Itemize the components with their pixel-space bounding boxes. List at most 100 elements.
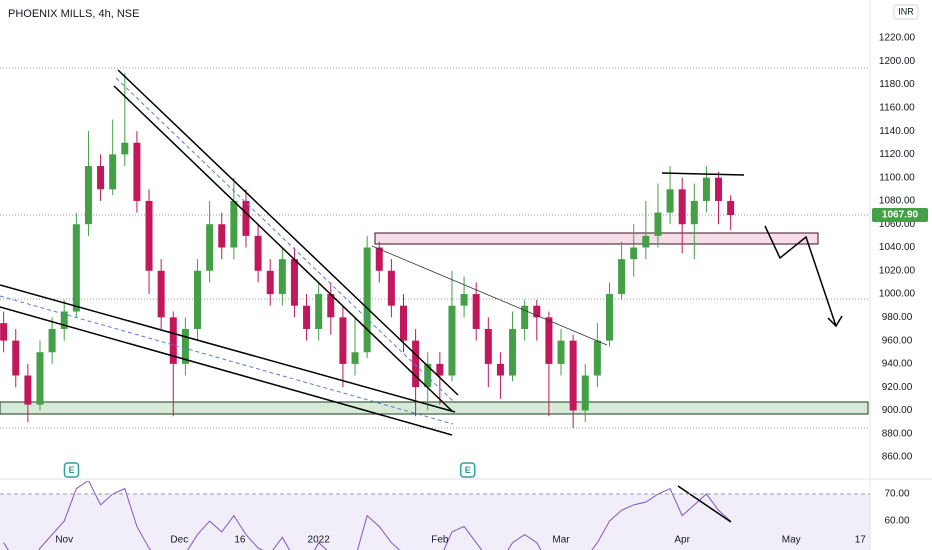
y-tick-label: 1220.00 [879, 33, 916, 44]
y-tick-label: 940.00 [882, 359, 913, 370]
candle-body [521, 305, 529, 329]
candle-body [472, 294, 480, 329]
y-tick-label: 1040.00 [879, 242, 916, 253]
candle-body [0, 323, 8, 341]
candle-body [169, 317, 177, 364]
candle-body [630, 247, 638, 260]
y-tick-label: 1180.00 [879, 79, 915, 90]
y-tick-label: 1080.00 [879, 196, 916, 207]
candle-body [121, 142, 129, 155]
candle-body [424, 363, 432, 388]
support-zone [0, 401, 869, 415]
candle-body [218, 224, 226, 248]
candle-body [484, 328, 492, 364]
candle-body [654, 212, 662, 236]
candle-body [278, 259, 286, 295]
candle-body [12, 340, 20, 376]
candle-body [24, 375, 32, 405]
candle-body [593, 340, 601, 376]
y-tick-label: 1020.00 [879, 265, 916, 276]
chart-title: PHOENIX MILLS, 4h, NSE [8, 8, 139, 20]
y-tick-label: 900.00 [882, 405, 913, 416]
candle-body [206, 224, 214, 271]
candle-body [690, 200, 698, 225]
candle-body [496, 363, 504, 376]
last-price-label: 1067.90 [882, 210, 919, 221]
candle-body [715, 177, 723, 201]
rsi-tick-label: 70.00 [884, 489, 909, 500]
candle-body [509, 328, 517, 376]
candle-body [666, 189, 674, 213]
y-tick-label: 1060.00 [879, 219, 916, 230]
candle-body [363, 247, 371, 353]
candle-body [290, 259, 298, 306]
x-tick-label: May [782, 535, 801, 546]
candle-body [266, 270, 274, 295]
y-tick-label: 1100.00 [879, 172, 915, 183]
x-tick-label: Feb [431, 535, 449, 546]
candle-body [254, 235, 262, 271]
candle-body [36, 352, 44, 405]
candle-body [618, 259, 626, 295]
event-marker [63, 462, 80, 478]
horizontal-levels [0, 67, 870, 429]
y-tick-label: 920.00 [882, 382, 913, 393]
y-tick-label: 1160.00 [879, 102, 915, 113]
x-tick-label: 17 [855, 535, 867, 546]
event-label: E [465, 465, 471, 475]
candle-body [351, 352, 359, 364]
rsi-pane [3, 481, 731, 550]
rsi-tick-label: 60.00 [884, 516, 909, 527]
y-tick-label: 980.00 [882, 312, 913, 323]
x-tick-label: 2022 [308, 535, 331, 546]
currency: INR [898, 6, 914, 16]
candle-body [545, 317, 553, 364]
candle-body [303, 305, 311, 329]
drawings [0, 69, 843, 436]
y-tick-label: 1000.00 [879, 289, 916, 300]
candle-body [133, 142, 141, 201]
candle-body [557, 340, 565, 364]
currency-box [893, 4, 919, 20]
candle-body [109, 154, 117, 190]
candle-body [230, 200, 238, 248]
candle-body [702, 177, 710, 201]
y-tick-label: 1120.00 [879, 149, 915, 160]
candle-body [339, 317, 347, 364]
y-tick-label: 1140.00 [879, 126, 915, 137]
candle-body [315, 294, 323, 329]
x-tick-label: Dec [170, 535, 188, 546]
candle-body [642, 235, 650, 248]
candle-body [327, 294, 335, 318]
last-price-box [872, 208, 928, 223]
y-tick-label: 860.00 [882, 452, 913, 463]
candle-body [375, 247, 383, 271]
candle-body [581, 375, 589, 411]
x-tick-label: 16 [234, 535, 246, 546]
candle-body [448, 305, 456, 376]
y-tick-label: 960.00 [882, 335, 913, 346]
candle-body [412, 340, 420, 388]
candle-body [605, 294, 613, 341]
event-marker [459, 462, 476, 478]
candle-body [72, 224, 80, 312]
x-tick-label: Nov [55, 535, 73, 546]
candle-body [533, 305, 541, 318]
candle-body [460, 294, 468, 306]
candle-body [145, 200, 153, 271]
y-tick-label: 880.00 [882, 428, 913, 439]
candle-body [678, 189, 686, 225]
x-tick-label: Apr [674, 535, 690, 546]
candle-body [399, 305, 407, 341]
candle-body [181, 328, 189, 364]
candle-body [436, 363, 444, 376]
candle-body [194, 270, 202, 329]
x-tick-label: Mar [552, 535, 570, 546]
candle-body [727, 200, 735, 216]
candle-body [157, 270, 165, 318]
candle-body [569, 340, 577, 411]
rsi-line [3, 481, 731, 550]
candle-body [387, 270, 395, 306]
